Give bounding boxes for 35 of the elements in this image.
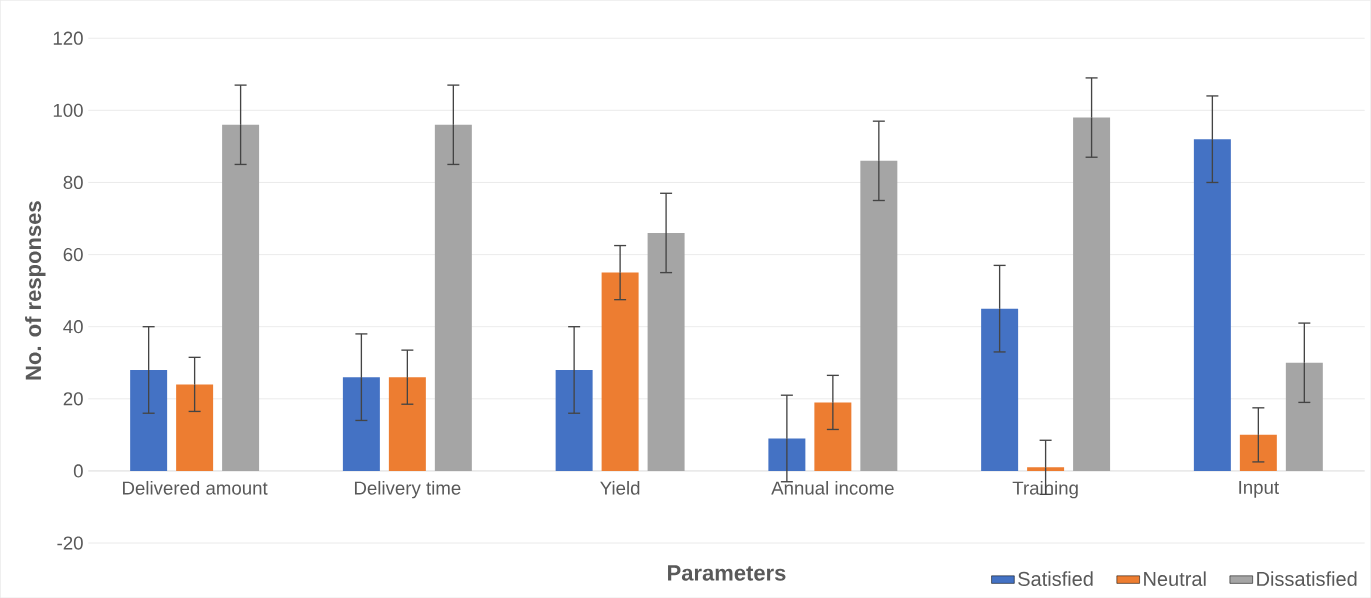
bar — [130, 369, 168, 471]
bar — [176, 384, 214, 471]
bar — [1285, 362, 1323, 471]
bar — [342, 377, 380, 471]
legend-label: Satisfied — [1018, 571, 1093, 586]
y-tick-label: 80 — [63, 175, 83, 189]
bar — [222, 124, 260, 471]
x-tick-label: Delivered amount — [123, 480, 268, 495]
y-tick-label: 60 — [63, 247, 83, 262]
y-tick-label: -20 — [57, 536, 83, 550]
bar — [1193, 139, 1231, 471]
bar — [388, 377, 426, 471]
legend-label: Neutral — [1144, 571, 1206, 586]
bar — [601, 272, 639, 471]
bar — [647, 232, 685, 471]
x-tick-label: Annual income — [771, 480, 894, 495]
y-tick-label: 100 — [53, 103, 83, 117]
bar — [768, 438, 806, 471]
x-tick-label: Input — [1239, 480, 1279, 498]
bar — [555, 369, 593, 471]
y-tick-label: 40 — [63, 319, 83, 334]
x-axis-title: Parameters — [668, 565, 786, 581]
y-axis-title: No. of responses — [25, 201, 46, 380]
x-tick-label: Yield — [600, 480, 640, 495]
bar — [981, 308, 1019, 471]
y-tick-label: 20 — [63, 392, 83, 406]
legend-label: Dissatisfied — [1257, 571, 1357, 586]
bar — [434, 124, 472, 471]
x-tick-label: Delivery time — [354, 480, 461, 499]
y-tick-label: 0 — [73, 464, 83, 478]
bar — [860, 160, 898, 471]
bar — [1027, 467, 1065, 471]
bar — [814, 402, 852, 471]
bar — [1073, 117, 1111, 471]
y-tick-label: 120 — [53, 31, 83, 45]
